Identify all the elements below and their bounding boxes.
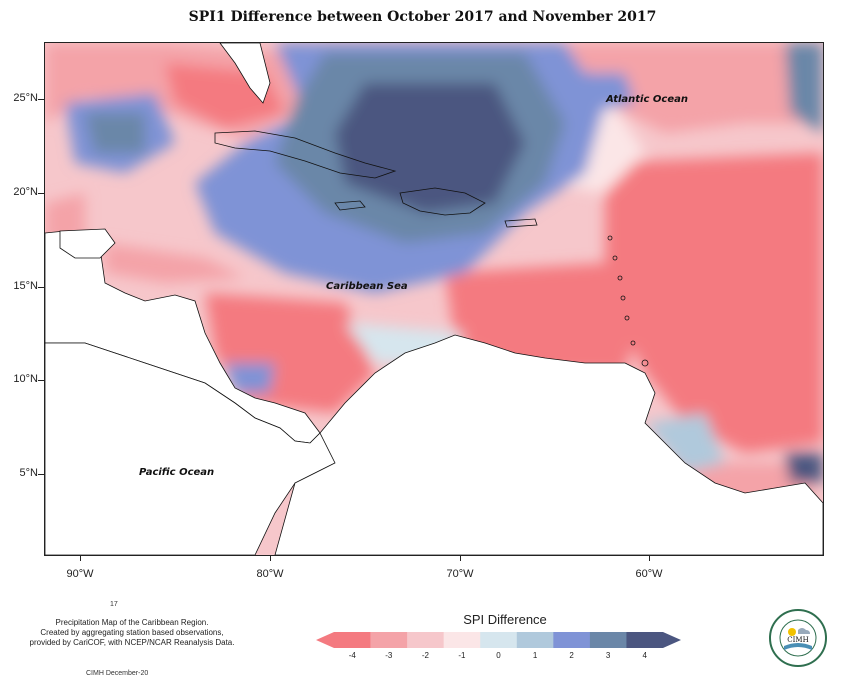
map-area[interactable] [44, 42, 824, 556]
lon-tick-60: 60°W [635, 568, 663, 580]
legend-swatch [589, 632, 627, 648]
caribbean-sea-label: Caribbean Sea [326, 281, 408, 292]
legend-tick-label: 3 [605, 651, 611, 660]
legend-cells [316, 632, 681, 648]
lat-tickmark [38, 99, 44, 100]
legend-tick-label: -4 [348, 651, 356, 660]
cimh-logo: CIMH [769, 609, 827, 667]
lon-tickmark [80, 555, 81, 561]
legend-swatch [316, 632, 371, 648]
footnote-line-2: Created by aggregating station based obs… [40, 628, 224, 637]
legend-tick-label: -2 [421, 651, 429, 660]
legend-swatch [516, 632, 554, 648]
footnote-credit: CIMH December-20 [86, 670, 149, 677]
lat-tickmark [38, 474, 44, 475]
footnote-mark: 17 [110, 601, 118, 608]
legend-tick-label: 4 [642, 651, 647, 660]
legend-tick-label: 0 [496, 651, 501, 660]
atlantic-ocean-label: Atlantic Ocean [606, 94, 688, 105]
legend-swatch [443, 632, 481, 648]
lon-tickmark [649, 555, 650, 561]
lat-tick-5: 5°N [19, 467, 38, 479]
legend-tick-label: 1 [532, 651, 538, 660]
legend-tick-label: 2 [569, 651, 574, 660]
legend-colorbar [316, 632, 681, 648]
lat-tickmark [38, 287, 44, 288]
spi-difference-field [45, 43, 823, 555]
footnote-line-1: Precipitation Map of the Caribbean Regio… [55, 618, 209, 627]
lon-tickmark [270, 555, 271, 561]
legend-swatch [626, 632, 681, 648]
land-outline [45, 43, 823, 555]
lon-tick-80: 80°W [256, 568, 284, 580]
pacific-ocean-label: Pacific Ocean [139, 467, 215, 478]
legend-swatch [553, 632, 591, 648]
lon-tick-90: 90°W [66, 568, 94, 580]
logo-text: CIMH [787, 636, 808, 644]
footnote-text: Precipitation Map of the Caribbean Regio… [22, 618, 242, 648]
lat-tick-10: 10°N [13, 373, 38, 385]
lat-tick-15: 15°N [13, 280, 38, 292]
legend-title: SPI Difference [463, 612, 547, 627]
footnote-line-3: provided by CariCOF, with NCEP/NCAR Rean… [29, 638, 235, 647]
legend-swatch [407, 632, 445, 648]
map-title: SPI1 Difference between October 2017 and… [188, 9, 657, 25]
legend-tick-label: -1 [458, 651, 466, 660]
legend-tick-label: -3 [385, 651, 393, 660]
lat-tick-25: 25°N [13, 92, 38, 104]
legend-swatch [370, 632, 408, 648]
lon-tick-70: 70°W [446, 568, 474, 580]
lat-tick-20: 20°N [13, 186, 38, 198]
lon-tickmark [460, 555, 461, 561]
lat-tickmark [38, 193, 44, 194]
legend-swatch [480, 632, 518, 648]
lat-tickmark [38, 380, 44, 381]
